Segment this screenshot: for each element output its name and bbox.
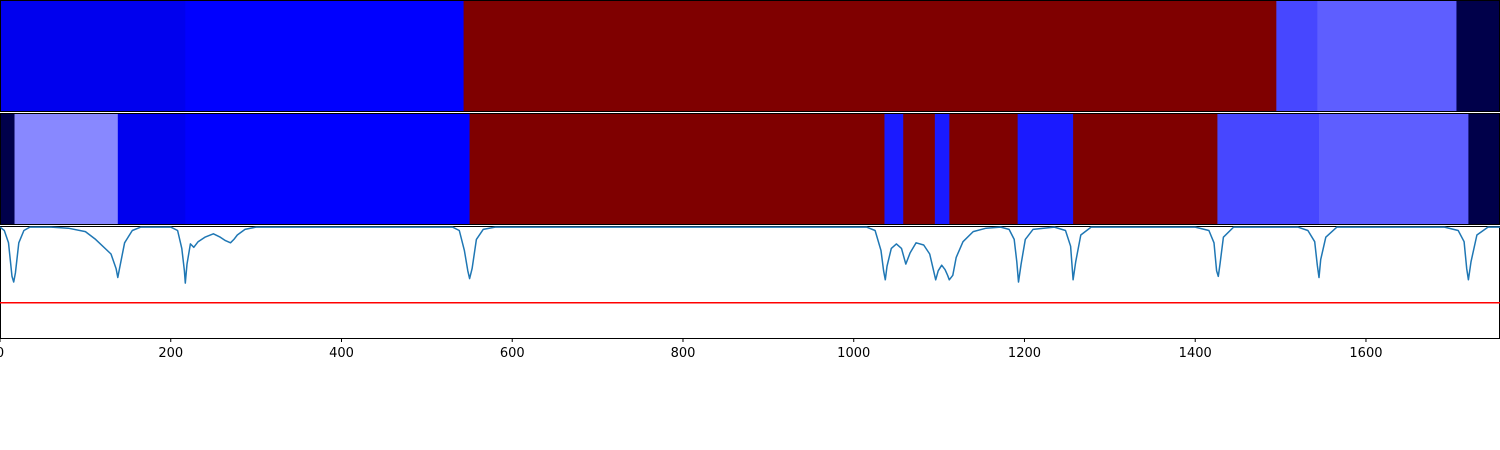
heatmap-cell-1-11 [1217, 113, 1320, 225]
heatmap-cell-0-4 [1317, 0, 1457, 112]
heatmap-cell-1-1 [14, 113, 119, 225]
heatmap-cell-1-12 [1319, 113, 1469, 225]
heatmap-cell-0-3 [1276, 0, 1318, 112]
x-tick-label-7: 1400 [1179, 346, 1212, 361]
signal-frame [0, 226, 1500, 339]
heatmap-cell-0-5 [1456, 0, 1500, 112]
signal-line [0, 226, 1500, 284]
heatmap-rows [0, 0, 1500, 225]
x-axis: 0 200 400 600 800 1000 1200 1400 1600 [0, 338, 1383, 361]
signal-panel [0, 226, 1500, 339]
heatmap-cell-1-7 [934, 113, 950, 225]
x-tick-label-6: 1200 [1008, 346, 1041, 361]
x-tick-label-5: 1000 [837, 346, 870, 361]
heatmap-cell-0-0 [0, 0, 186, 112]
heatmap-cell-1-9 [1017, 113, 1074, 225]
x-tick-label-1: 200 [158, 346, 183, 361]
x-tick-label-0: 0 [0, 346, 4, 361]
heatmap-cell-1-8 [949, 113, 1019, 225]
heatmap-cell-1-3 [185, 113, 471, 225]
x-tick-label-3: 600 [500, 346, 525, 361]
heatmap-cell-0-2 [463, 0, 1277, 112]
heatmap-cell-0-1 [185, 0, 465, 112]
x-tick-label-8: 1600 [1349, 346, 1382, 361]
heatmap-cell-1-5 [884, 113, 904, 225]
heatmap-cell-1-13 [1468, 113, 1500, 225]
heatmap-cell-1-10 [1073, 113, 1218, 225]
heatmap-cell-1-6 [903, 113, 936, 225]
x-tick-label-4: 800 [671, 346, 696, 361]
heatmap-cell-1-0 [0, 113, 16, 225]
heatmap-cell-1-4 [469, 113, 885, 225]
x-tick-label-2: 400 [329, 346, 354, 361]
heatmap-cell-1-2 [117, 113, 186, 225]
